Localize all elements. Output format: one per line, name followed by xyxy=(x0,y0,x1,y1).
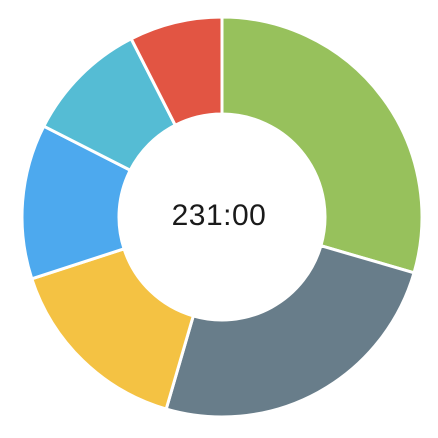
segment-yellow xyxy=(30,247,195,411)
center-total-label: 231:00 xyxy=(171,199,267,232)
segment-green xyxy=(220,15,424,275)
segment-red xyxy=(129,15,224,127)
segment-slate xyxy=(164,244,416,419)
